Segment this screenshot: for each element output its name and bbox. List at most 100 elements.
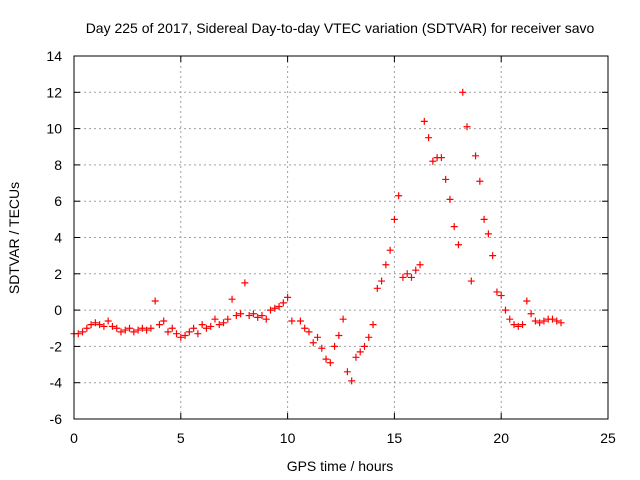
- data-point: [407, 273, 415, 281]
- data-point: [288, 317, 296, 325]
- x-tick-label: 25: [600, 430, 616, 446]
- data-point: [104, 317, 112, 325]
- x-axis-label: GPS time / hours: [287, 458, 394, 474]
- data-point: [420, 117, 428, 125]
- data-point: [390, 215, 398, 223]
- data-point: [155, 321, 163, 329]
- data-point: [173, 330, 181, 338]
- data-point: [497, 292, 505, 300]
- y-tick-label: 10: [46, 121, 62, 137]
- data-point: [262, 315, 270, 323]
- y-tick-label: -6: [50, 411, 63, 427]
- data-point: [254, 313, 262, 321]
- data-point: [232, 312, 240, 320]
- data-point: [296, 317, 304, 325]
- data-point: [548, 315, 556, 323]
- data-point: [519, 321, 527, 329]
- data-point: [220, 319, 228, 327]
- data-point: [134, 326, 142, 334]
- axis-ticks: 0 5 10 15 20 25 -6 -4 -2 0 2 4 6 8 10 12 14: [46, 48, 616, 446]
- data-point: [557, 319, 565, 327]
- data-point: [198, 321, 206, 329]
- chart-title: Day 225 of 2017, Sidereal Day-to-day VTE…: [86, 20, 595, 36]
- data-point: [126, 324, 134, 332]
- data-point: [531, 317, 539, 325]
- data-point: [271, 304, 279, 312]
- data-point: [484, 230, 492, 238]
- data-point: [190, 324, 198, 332]
- data-point: [527, 310, 535, 318]
- data-point: [91, 319, 99, 327]
- data-point: [446, 195, 454, 203]
- data-point: [305, 328, 313, 336]
- data-point: [258, 312, 266, 320]
- data-point: [79, 328, 87, 336]
- y-axis-label: SDTVAR / TECUs: [6, 182, 22, 294]
- data-point: [339, 315, 347, 323]
- data-point: [100, 322, 108, 330]
- data-point: [224, 315, 232, 323]
- data-point: [83, 324, 91, 332]
- data-point: [459, 88, 467, 96]
- data-point: [177, 333, 185, 341]
- data-point: [472, 152, 480, 160]
- x-tick-label: 10: [280, 430, 296, 446]
- data-point: [207, 322, 215, 330]
- data-point: [540, 317, 548, 325]
- data-point: [425, 134, 433, 142]
- y-tick-label: 2: [54, 266, 62, 282]
- data-point: [211, 315, 219, 323]
- data-point: [228, 295, 236, 303]
- data-point: [117, 328, 125, 336]
- data-point: [356, 348, 364, 356]
- data-point: [301, 324, 309, 332]
- data-point: [365, 333, 373, 341]
- data-point: [489, 252, 497, 260]
- x-tick-label: 0: [70, 430, 78, 446]
- data-point: [74, 330, 82, 338]
- data-point: [335, 332, 343, 340]
- data-point: [160, 317, 168, 325]
- data-point: [437, 154, 445, 162]
- data-point: [237, 310, 245, 318]
- data-point: [331, 342, 339, 350]
- y-tick-label: 8: [54, 157, 62, 173]
- data-point: [275, 302, 283, 310]
- data-point: [130, 328, 138, 336]
- data-point: [181, 332, 189, 340]
- data-point: [463, 123, 471, 131]
- data-point: [403, 270, 411, 278]
- data-point: [399, 273, 407, 281]
- data-point: [245, 312, 253, 320]
- data-point: [378, 277, 386, 285]
- data-point: [553, 317, 561, 325]
- data-point: [194, 330, 202, 338]
- data-points: [70, 88, 565, 385]
- data-point: [501, 306, 509, 314]
- data-point: [267, 306, 275, 314]
- data-point: [506, 315, 514, 323]
- data-point: [87, 321, 95, 329]
- data-point: [348, 377, 356, 385]
- data-point: [249, 310, 257, 318]
- x-tick-label: 15: [387, 430, 403, 446]
- data-point: [318, 344, 326, 352]
- y-tick-label: -4: [50, 375, 63, 391]
- data-point: [215, 321, 223, 329]
- data-point: [467, 277, 475, 285]
- data-point: [326, 359, 334, 367]
- data-point: [510, 321, 518, 329]
- data-point: [450, 223, 458, 231]
- grid-lines: [74, 56, 608, 419]
- data-point: [536, 319, 544, 327]
- data-point: [322, 355, 330, 363]
- data-point: [454, 241, 462, 249]
- data-point: [168, 324, 176, 332]
- data-point: [343, 368, 351, 376]
- data-point: [493, 288, 501, 296]
- y-tick-label: 6: [54, 193, 62, 209]
- data-point: [121, 326, 129, 334]
- data-point: [164, 328, 172, 336]
